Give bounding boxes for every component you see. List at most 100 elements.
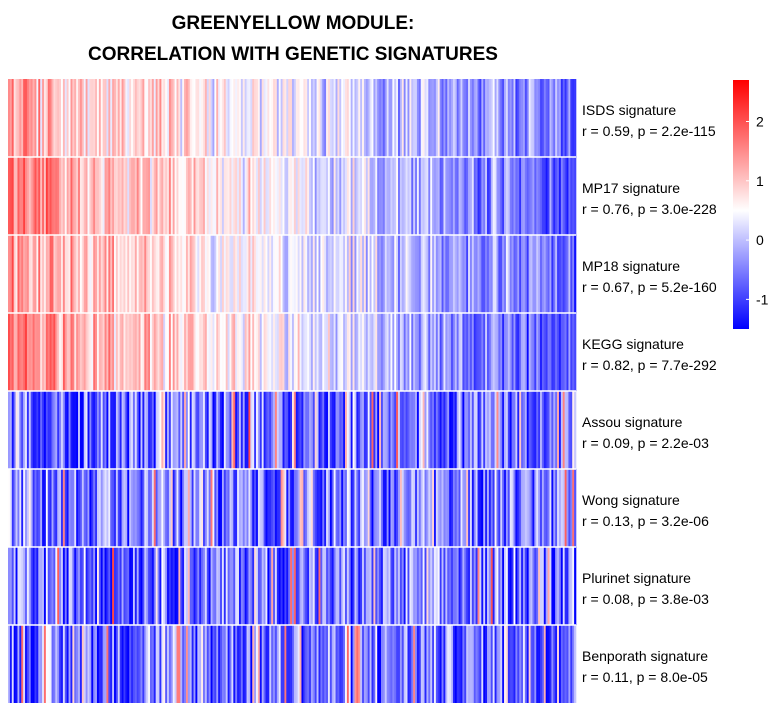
heatmap-cell <box>362 313 365 391</box>
heatmap-cell <box>454 391 458 469</box>
heatmap-cell <box>96 547 100 625</box>
heatmap-cell <box>193 625 196 703</box>
heatmap-cell <box>220 79 223 157</box>
heatmap-cell <box>290 79 293 157</box>
heatmap-cell <box>396 157 399 235</box>
heatmap-cell <box>545 391 548 469</box>
heatmap-cell <box>98 469 102 547</box>
heatmap-cell <box>195 625 198 703</box>
heatmap-cell <box>549 235 552 313</box>
heatmap-cell <box>178 625 181 703</box>
heatmap-cell <box>252 235 255 313</box>
heatmap-cell <box>333 79 336 157</box>
heatmap-cell <box>574 235 577 313</box>
heatmap-cell <box>206 469 209 547</box>
heatmap-cell <box>96 469 100 547</box>
heatmap-cell <box>150 625 153 703</box>
heatmap-cell <box>399 79 403 157</box>
heatmap-cell <box>549 547 552 625</box>
heatmap-cell <box>534 235 537 313</box>
heatmap-cell <box>500 235 503 313</box>
heatmap-cell <box>144 79 147 157</box>
heatmap-cell <box>373 157 376 235</box>
heatmap-cell <box>15 79 18 157</box>
heatmap-cell <box>79 391 83 469</box>
heatmap-cell <box>83 469 86 547</box>
heatmap-cell <box>250 235 253 313</box>
heatmap-cell <box>299 469 302 547</box>
heatmap-cell <box>271 313 274 391</box>
heatmap-cell <box>112 157 115 235</box>
heatmap-cell <box>119 625 122 703</box>
heatmap-cell <box>157 313 160 391</box>
heatmap-cell <box>157 469 160 547</box>
heatmap-cell <box>64 313 67 391</box>
heatmap-cell <box>293 313 297 391</box>
heatmap-cell <box>187 157 191 235</box>
heatmap-cell <box>208 469 211 547</box>
heatmap-cell <box>23 625 26 703</box>
heatmap-cell <box>68 235 71 313</box>
heatmap-cell <box>562 625 565 703</box>
heatmap-cell <box>26 469 30 547</box>
heatmap-cell <box>269 625 272 703</box>
heatmap-cell <box>263 547 266 625</box>
heatmap-cell <box>66 79 69 157</box>
heatmap-cell <box>256 79 259 157</box>
heatmap-cell <box>301 625 304 703</box>
heatmap-cell <box>352 313 355 391</box>
heatmap-cell <box>475 235 478 313</box>
heatmap-cell <box>534 79 537 157</box>
heatmap-cell <box>521 625 524 703</box>
heatmap-cell <box>172 235 175 313</box>
heatmap-cell <box>74 235 77 313</box>
heatmap-cell <box>390 79 393 157</box>
heatmap-cell <box>346 625 350 703</box>
heatmap-cell <box>460 235 463 313</box>
heatmap-cell <box>367 157 370 235</box>
heatmap-cell <box>114 235 117 313</box>
heatmap-cell <box>454 313 458 391</box>
heatmap-cell <box>98 313 102 391</box>
heatmap-cell <box>153 547 156 625</box>
heatmap-cell <box>83 313 86 391</box>
heatmap-cell <box>339 391 342 469</box>
heatmap-cell <box>341 469 344 547</box>
heatmap-cell <box>184 313 187 391</box>
heatmap-cell <box>452 469 456 547</box>
heatmap-cell <box>68 469 71 547</box>
heatmap-cell <box>87 469 90 547</box>
heatmap-cell <box>439 79 442 157</box>
heatmap-cell <box>507 157 511 235</box>
heatmap-cell <box>407 157 410 235</box>
heatmap-cell <box>324 313 327 391</box>
heatmap-cell <box>248 313 251 391</box>
heatmap-cell <box>343 391 346 469</box>
heatmap-cell <box>469 313 473 391</box>
heatmap-cell <box>473 79 476 157</box>
heatmap-cell <box>254 625 257 703</box>
heatmap-cell <box>83 157 86 235</box>
heatmap-cell <box>229 157 232 235</box>
heatmap-cell <box>100 157 103 235</box>
heatmap-cell <box>36 625 39 703</box>
heatmap-cell <box>15 625 18 703</box>
legend-tick-label: 2 <box>756 114 764 130</box>
heatmap-cell <box>176 313 179 391</box>
heatmap-cell <box>382 79 386 157</box>
heatmap-cell <box>257 157 261 235</box>
heatmap-cell <box>541 469 545 547</box>
heatmap-cell <box>437 157 440 235</box>
heatmap-cell <box>487 235 490 313</box>
heatmap-cell <box>216 79 219 157</box>
heatmap-cell <box>449 625 452 703</box>
heatmap-cell <box>193 79 196 157</box>
heatmap-cell <box>85 625 88 703</box>
heatmap-cell <box>519 79 522 157</box>
heatmap-cell <box>435 157 439 235</box>
heatmap-cell <box>363 235 367 313</box>
heatmap-cell <box>422 79 425 157</box>
heatmap-cell <box>447 79 450 157</box>
heatmap-cell <box>318 469 321 547</box>
heatmap-cell <box>380 547 384 625</box>
